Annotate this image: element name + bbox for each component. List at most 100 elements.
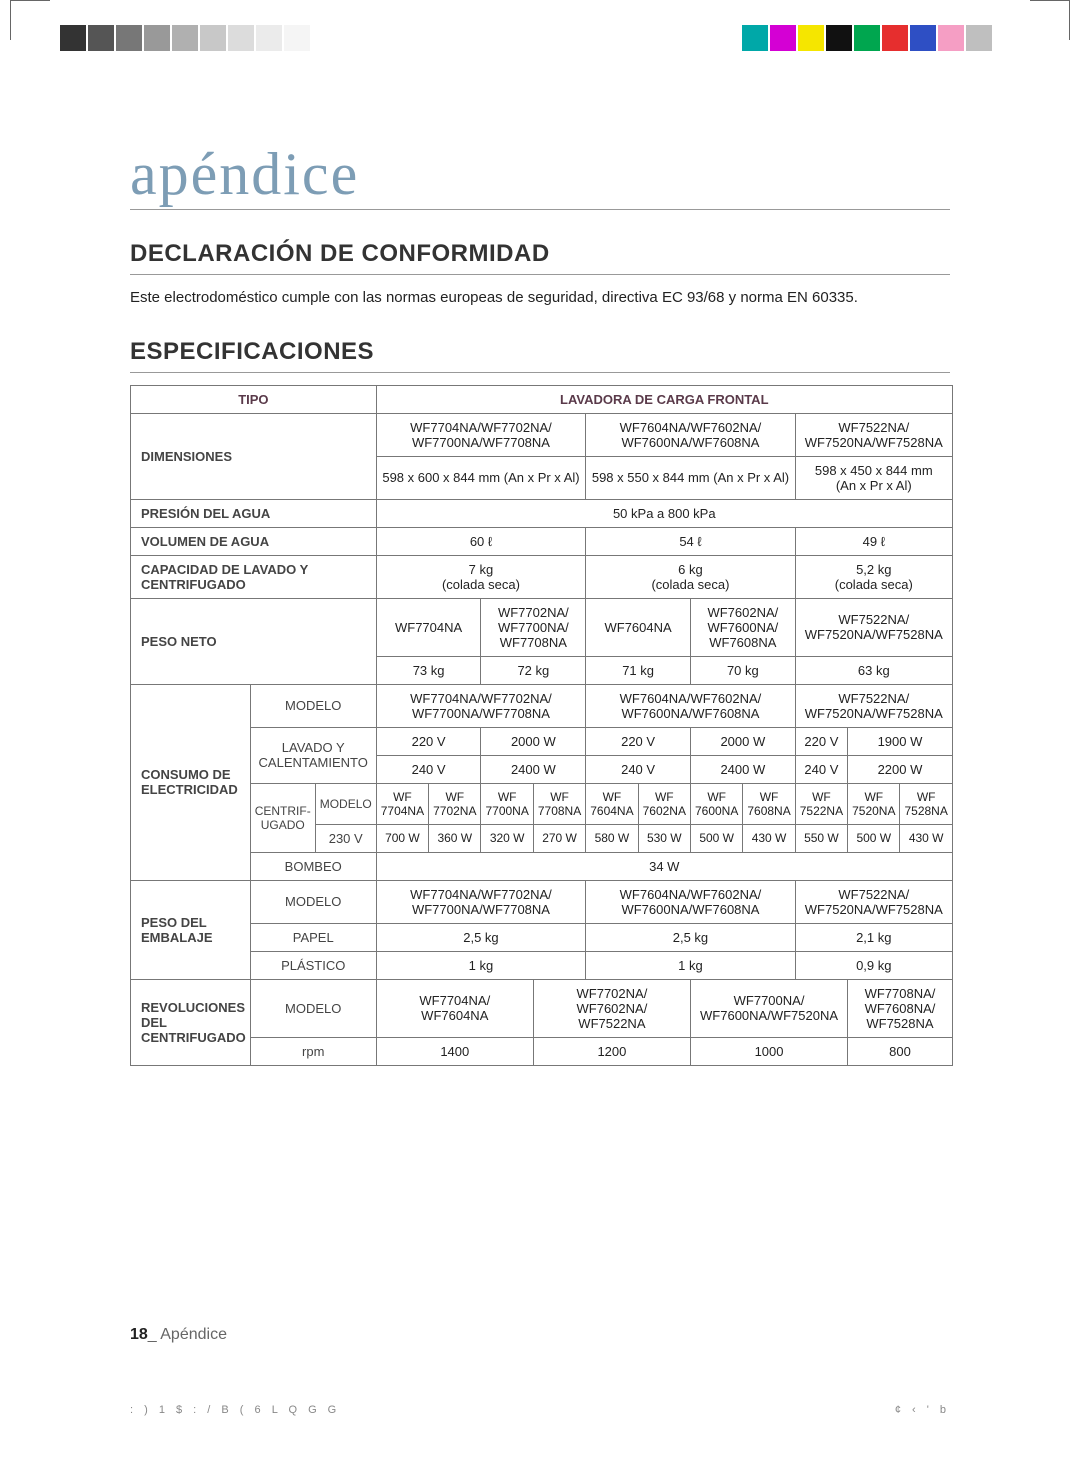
cell: 2000 W: [690, 727, 795, 755]
peso-neto-value: 72 kg: [481, 656, 586, 684]
plastico-label: PLÁSTICO: [250, 951, 376, 979]
cell: 0,9 kg: [795, 951, 952, 979]
table-row: LAVADO Y CALENTAMIENTO 220 V 2000 W 220 …: [131, 727, 953, 755]
cell: 240 V: [376, 755, 481, 783]
colorbar-swatch: [770, 25, 796, 51]
volumen-value: 54 ℓ: [586, 527, 796, 555]
cell: 500 W: [690, 824, 742, 852]
modelo-label: MODELO: [250, 979, 376, 1037]
table-row: DIMENSIONES WF7704NA/WF7702NA/WF7700NA/W…: [131, 413, 953, 456]
page-content: apéndice DECLARACIÓN DE CONFORMIDAD Este…: [0, 60, 1080, 1384]
cell: 2200 W: [848, 755, 953, 783]
colorbar-swatch: [116, 25, 142, 51]
presion-value: 50 kPa a 800 kPa: [376, 499, 952, 527]
modelo-label: MODELO: [315, 783, 376, 824]
table-row: PAPEL 2,5 kg 2,5 kg 2,1 kg: [131, 923, 953, 951]
colorbar-swatch: [144, 25, 170, 51]
cell: 2,5 kg: [586, 923, 796, 951]
cell: WF7602NA: [638, 783, 690, 824]
bottom-meta: : ) 1 $ : / B ( 6 L Q G G ¢ ‹ ' b: [0, 1384, 1080, 1436]
volumen-value: 60 ℓ: [376, 527, 586, 555]
colorbar-swatch: [994, 25, 1020, 51]
cell: WF7520NA: [848, 783, 900, 824]
cell: WF7708NA/WF7608NA/WF7528NA: [848, 979, 953, 1037]
table-row: TIPO LAVADORA DE CARGA FRONTAL: [131, 385, 953, 413]
model-group: WF7704NA/WF7702NA/WF7700NA/WF7708NA: [376, 413, 586, 456]
colorbar-swatch: [172, 25, 198, 51]
cell: 500 W: [848, 824, 900, 852]
peso-neto-value: 70 kg: [690, 656, 795, 684]
cell: 270 W: [533, 824, 585, 852]
cell: 240 V: [586, 755, 691, 783]
conformity-text: Este electrodoméstico cumple con las nor…: [130, 287, 950, 310]
cell: 1000: [690, 1037, 847, 1065]
model-group: WF7522NA/WF7520NA/WF7528NA: [795, 880, 952, 923]
colorbar-swatch: [256, 25, 282, 51]
cell: 550 W: [795, 824, 847, 852]
colorbar-swatch: [228, 25, 254, 51]
cell: 800: [848, 1037, 953, 1065]
table-row: PRESIÓN DEL AGUA 50 kPa a 800 kPa: [131, 499, 953, 527]
meta-right: ¢ ‹ ' b: [895, 1404, 950, 1416]
cell: 700 W: [376, 824, 428, 852]
dims-value: 598 x 600 x 844 mm (An x Pr x Al): [376, 456, 586, 499]
table-row: CAPACIDAD DE LAVADO Y CENTRIFUGADO 7 kg(…: [131, 555, 953, 598]
cell: 530 W: [638, 824, 690, 852]
cell: 220 V: [795, 727, 847, 755]
presion-label: PRESIÓN DEL AGUA: [131, 499, 377, 527]
cell: 2400 W: [481, 755, 586, 783]
cell: 2000 W: [481, 727, 586, 755]
specs-heading: ESPECIFICACIONES: [130, 338, 950, 373]
table-row: REVOLUCIONES DEL CENTRIFUGADO MODELO WF7…: [131, 979, 953, 1037]
crop-marks: [0, 0, 1080, 60]
dimensiones-label: DIMENSIONES: [131, 413, 377, 499]
capacidad-label: CAPACIDAD DE LAVADO Y CENTRIFUGADO: [131, 555, 377, 598]
page-title: apéndice: [130, 140, 359, 209]
modelo-label: MODELO: [250, 684, 376, 727]
title-row: apéndice: [130, 140, 950, 210]
bombeo-label: BOMBEO: [250, 852, 376, 880]
peso-neto-model: WF7602NA/WF7600NA/WF7608NA: [690, 598, 795, 656]
cell: WF7700NA: [481, 783, 533, 824]
table-row: VOLUMEN DE AGUA 60 ℓ 54 ℓ 49 ℓ: [131, 527, 953, 555]
peso-neto-value: 73 kg: [376, 656, 481, 684]
colorbar-swatch: [88, 25, 114, 51]
cell: WF7600NA: [690, 783, 742, 824]
cell: WF7528NA: [900, 783, 952, 824]
cell: WF7604NA: [586, 783, 638, 824]
colorbar-swatch: [938, 25, 964, 51]
cell: 430 W: [900, 824, 952, 852]
colorbar-swatch: [284, 25, 310, 51]
cell: WF7704NA/WF7604NA: [376, 979, 533, 1037]
peso-neto-value: 71 kg: [586, 656, 691, 684]
table-row: PLÁSTICO 1 kg 1 kg 0,9 kg: [131, 951, 953, 979]
page-footer: 18_ Apéndice: [130, 1326, 950, 1344]
cell: WF7608NA: [743, 783, 795, 824]
page-number: 18: [130, 1326, 148, 1343]
capacidad-value: 5,2 kg(colada seca): [795, 555, 952, 598]
papel-label: PAPEL: [250, 923, 376, 951]
cell: 2400 W: [690, 755, 795, 783]
cell: 220 V: [586, 727, 691, 755]
consumo-label: CONSUMO DE ELECTRICIDAD: [131, 684, 251, 880]
model-group: WF7604NA/WF7602NA/WF7600NA/WF7608NA: [586, 413, 796, 456]
cell: 240 V: [795, 755, 847, 783]
model-group: WF7704NA/WF7702NA/WF7700NA/WF7708NA: [376, 684, 586, 727]
color-calibration-bars: [0, 25, 1080, 51]
centrif-230-label: 230 V: [315, 824, 376, 852]
tipo-label: TIPO: [131, 385, 377, 413]
cell: WF7522NA: [795, 783, 847, 824]
cell: 430 W: [743, 824, 795, 852]
cell: WF7708NA: [533, 783, 585, 824]
cell: 1200: [533, 1037, 690, 1065]
lavado-label: LAVADO Y CALENTAMIENTO: [250, 727, 376, 783]
cell: WF7702NA/WF7602NA/WF7522NA: [533, 979, 690, 1037]
cell: 320 W: [481, 824, 533, 852]
peso-neto-value: 63 kg: [795, 656, 952, 684]
modelo-label: MODELO: [250, 880, 376, 923]
colorbar-swatch: [882, 25, 908, 51]
table-row: rpm 1400 1200 1000 800: [131, 1037, 953, 1065]
bombeo-value: 34 W: [376, 852, 952, 880]
conformity-heading: DECLARACIÓN DE CONFORMIDAD: [130, 240, 950, 275]
cell: 360 W: [429, 824, 481, 852]
